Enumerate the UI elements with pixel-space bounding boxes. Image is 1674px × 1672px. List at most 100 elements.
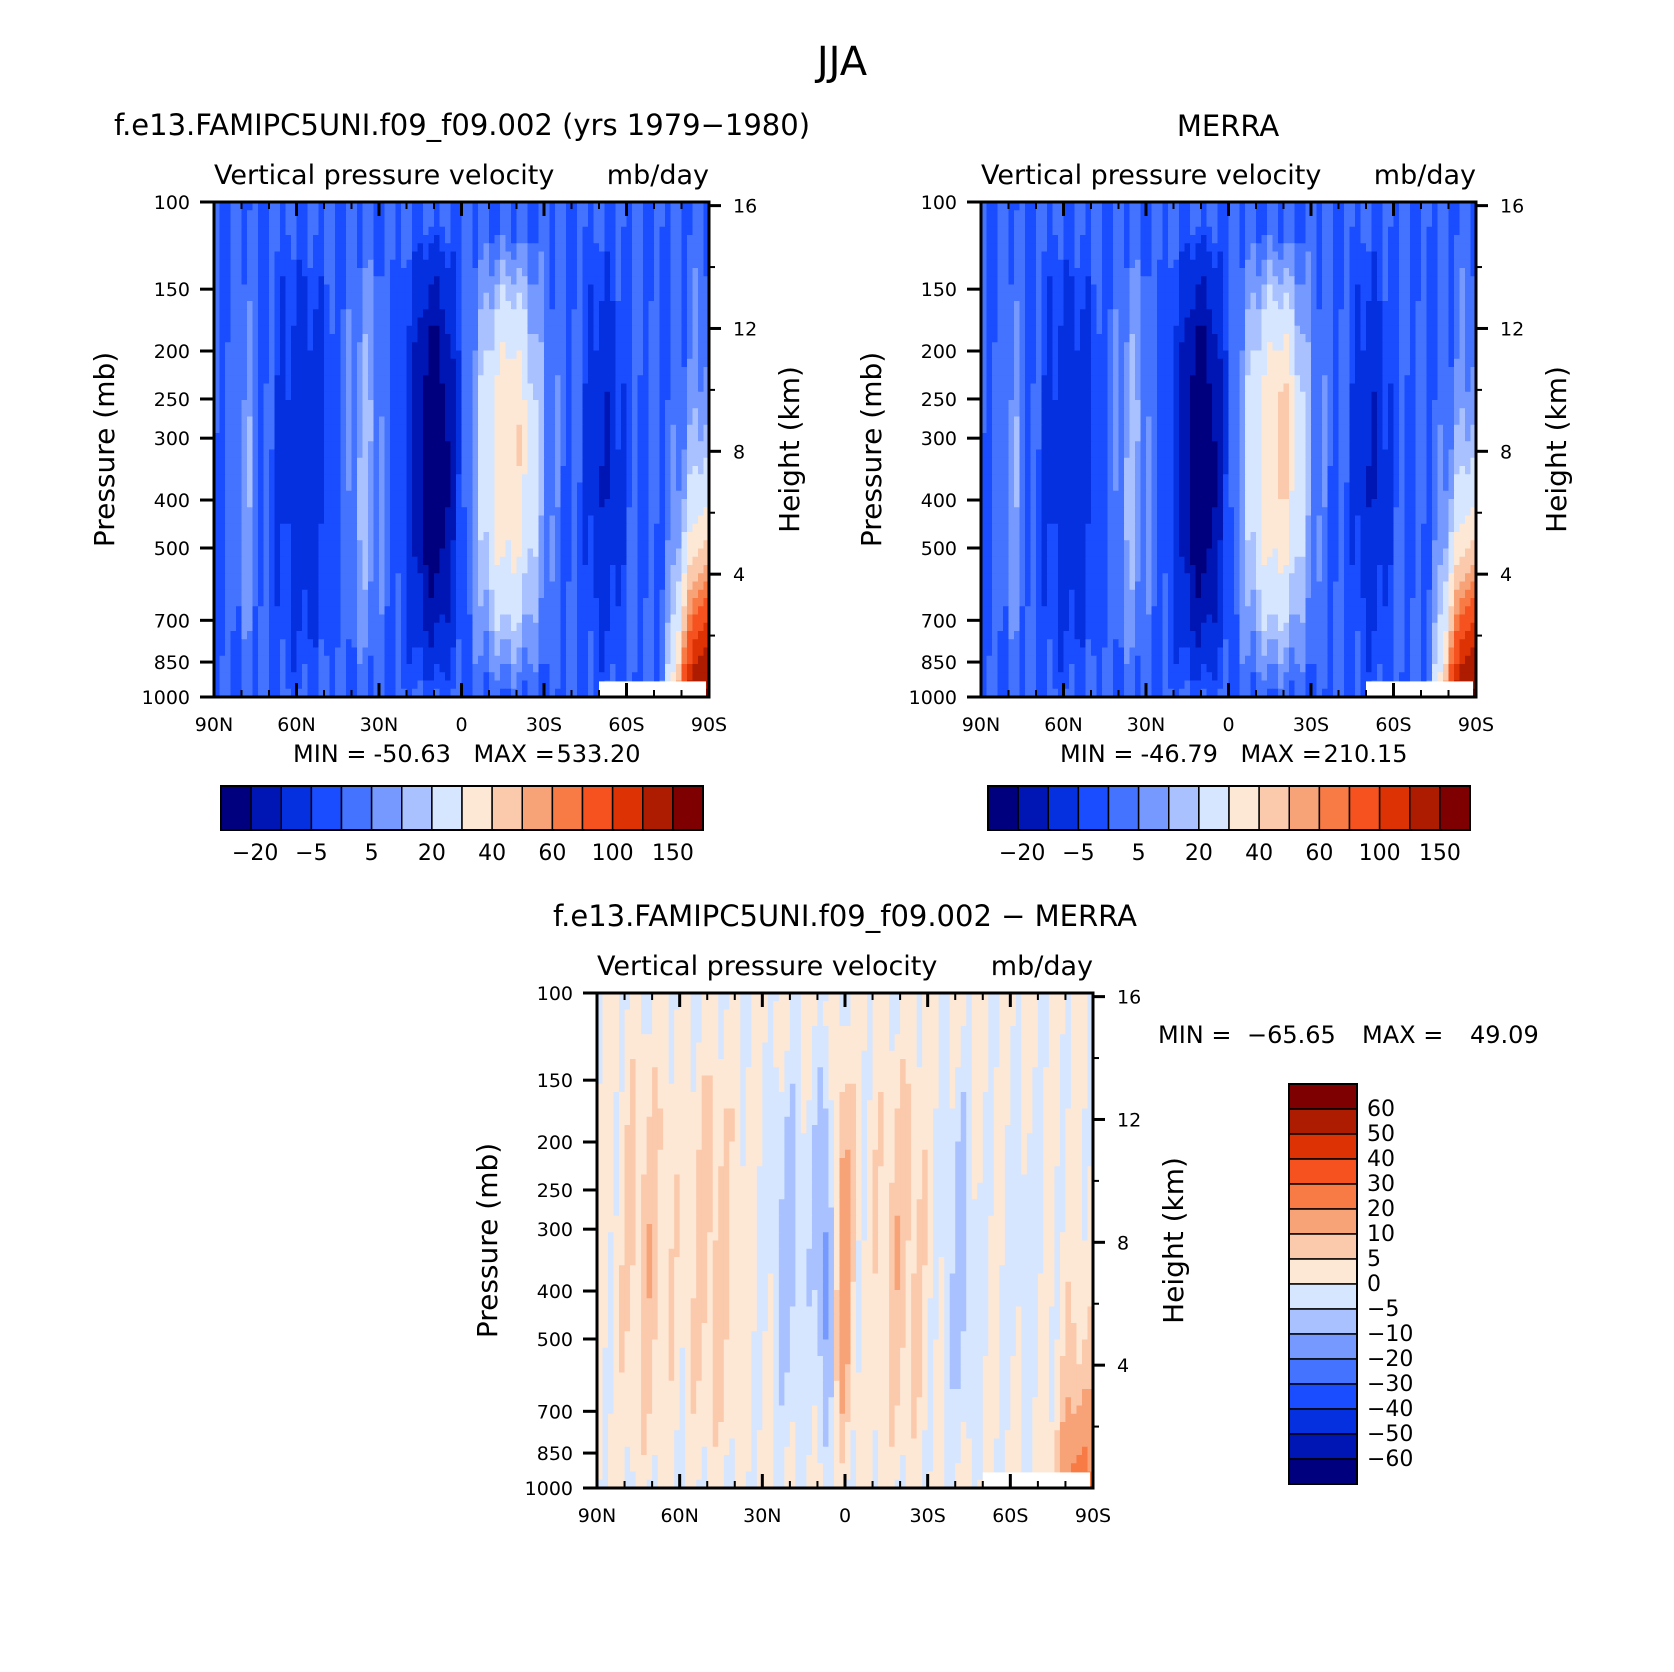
- contour-cell: [296, 573, 303, 583]
- contour-cell: [318, 639, 325, 649]
- contour-cell: [269, 416, 276, 426]
- contour-cell: [560, 325, 567, 335]
- contour-cell: [555, 276, 562, 286]
- contour-cell: [588, 457, 595, 467]
- contour-cell: [296, 449, 303, 459]
- contour-cell: [516, 391, 523, 401]
- contour-cell: [335, 655, 342, 665]
- contour-cell: [681, 548, 688, 558]
- contour-cell: [241, 358, 248, 368]
- contour-cell: [593, 581, 600, 591]
- contour-cell: [225, 235, 232, 244]
- contour-cell: [445, 424, 452, 434]
- contour-cell: [692, 639, 699, 649]
- contour-cell: [214, 358, 221, 368]
- contour-cell: [280, 325, 287, 335]
- contour-cell: [527, 441, 534, 451]
- contour-cell: [692, 581, 699, 591]
- contour-cell: [500, 532, 507, 541]
- contour-cell: [527, 202, 534, 211]
- contour-cell: [373, 606, 380, 616]
- contour-cell: [555, 598, 562, 607]
- contour-cell: [258, 490, 265, 500]
- contour-cell: [291, 375, 298, 385]
- contour-cell: [505, 581, 512, 591]
- contour-cell: [555, 548, 562, 558]
- contour-cell: [335, 284, 342, 294]
- contour-cell: [703, 292, 710, 302]
- contour-cell: [571, 441, 578, 451]
- contour-cell: [252, 218, 259, 228]
- contour-cell: [241, 301, 248, 310]
- contour-cell: [648, 573, 655, 583]
- contour-cell: [346, 515, 353, 525]
- contour-cell: [610, 301, 617, 310]
- contour-cell: [544, 408, 551, 418]
- contour-cell: [395, 301, 402, 310]
- contour-cell: [643, 614, 650, 624]
- contour-cell: [439, 598, 446, 607]
- contour-cell: [296, 218, 303, 228]
- contour-cell: [582, 342, 589, 352]
- contour-cell: [511, 292, 518, 302]
- contour-cell: [450, 655, 457, 665]
- contour-cell: [494, 210, 501, 220]
- contour-cell: [417, 400, 424, 409]
- contour-cell: [351, 540, 358, 550]
- contour-cell: [621, 433, 628, 442]
- contour-cell: [225, 441, 232, 451]
- contour-cell: [230, 325, 237, 335]
- contour-cell: [494, 466, 501, 475]
- contour-cell: [258, 309, 265, 319]
- contour-cell: [670, 540, 677, 550]
- contour-cell: [423, 565, 430, 574]
- contour-cell: [230, 581, 237, 591]
- contour-cell: [549, 441, 556, 451]
- contour-cell: [544, 400, 551, 409]
- contour-cell: [439, 325, 446, 335]
- contour-cell: [588, 631, 595, 640]
- contour-cell: [626, 499, 633, 508]
- contour-cell: [494, 598, 501, 607]
- contour-cell: [258, 424, 265, 434]
- contour-cell: [329, 548, 336, 558]
- contour-cell: [626, 457, 633, 467]
- contour-cell: [318, 540, 325, 550]
- contour-cell: [555, 540, 562, 550]
- contour-cell: [461, 334, 468, 343]
- contour-cell: [258, 301, 265, 310]
- contour-cell: [225, 631, 232, 640]
- contour-cell: [467, 375, 474, 385]
- contour-cell: [351, 400, 358, 409]
- contour-cell: [379, 622, 386, 632]
- contour-cell: [395, 515, 402, 525]
- contour-cell: [368, 639, 375, 649]
- contour-cell: [483, 466, 490, 475]
- contour-cell: [236, 358, 243, 368]
- contour-cell: [467, 400, 474, 409]
- contour-cell: [538, 218, 545, 228]
- contour-cell: [401, 210, 408, 220]
- contour-cell: [324, 474, 331, 484]
- contour-cell: [324, 499, 331, 508]
- contour-cell: [340, 631, 347, 640]
- contour-cell: [533, 408, 540, 418]
- contour-cell: [406, 375, 413, 385]
- contour-cell: [357, 391, 364, 401]
- contour-cell: [538, 499, 545, 508]
- contour-cell: [489, 400, 496, 409]
- contour-cell: [703, 342, 710, 352]
- contour-cell: [654, 334, 661, 343]
- contour-cell: [571, 573, 578, 583]
- contour-cell: [263, 243, 270, 253]
- contour-cell: [549, 466, 556, 475]
- contour-cell: [698, 218, 705, 228]
- contour-cell: [698, 325, 705, 335]
- contour-cell: [637, 589, 644, 599]
- contour-cell: [676, 243, 683, 253]
- contour-cell: [637, 284, 644, 294]
- contour-cell: [362, 499, 369, 508]
- contour-cell: [648, 268, 655, 277]
- contour-cell: [599, 367, 606, 376]
- contour-cell: [692, 334, 699, 343]
